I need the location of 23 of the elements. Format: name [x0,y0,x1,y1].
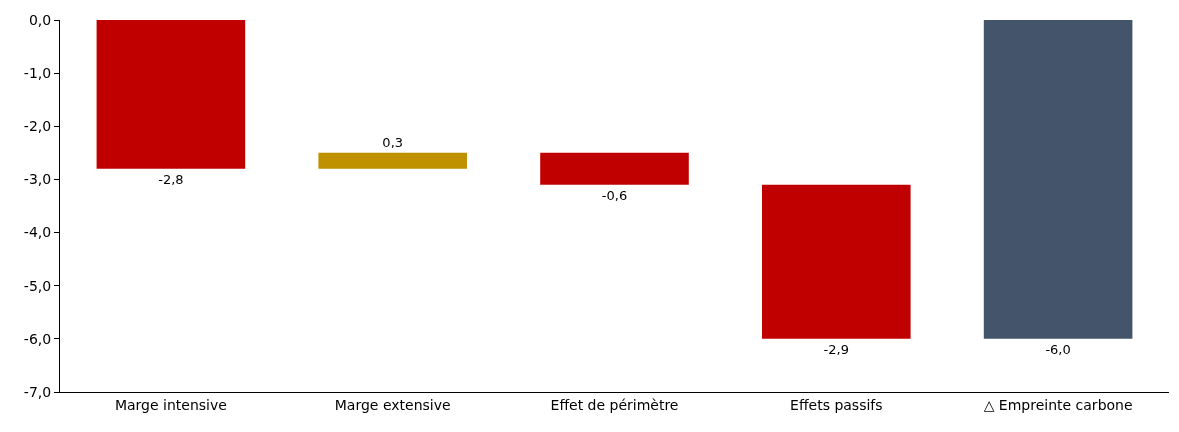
y-tick-label: -2,0 [23,118,52,135]
data-label: -0,6 [601,187,628,203]
y-tick-label: -3,0 [23,171,52,188]
data-label: 0,3 [382,134,404,150]
y-tick-label: -7,0 [23,383,52,400]
bar [318,152,467,169]
data-label: -6,0 [1045,341,1071,357]
data-label: -2,8 [158,171,184,187]
x-tick-label: Marge intensive [114,396,227,413]
data-label: -2,9 [823,341,849,357]
bar [96,20,246,169]
x-tick-label: Effets passifs [790,396,883,413]
bar [762,184,911,339]
y-tick-label: 0,0 [28,11,52,28]
x-tick-label: △ Empreinte carbone [983,396,1133,413]
x-tick-label: Marge extensive [334,396,451,413]
x-tick-label: Effet de périmètre [550,396,679,413]
y-tick-label: -5,0 [23,277,52,294]
y-tick-label: -1,0 [23,65,52,82]
bar [983,20,1133,339]
y-tick-label: -4,0 [23,224,52,241]
y-tick-label: -6,0 [23,330,52,347]
bar [540,152,689,185]
